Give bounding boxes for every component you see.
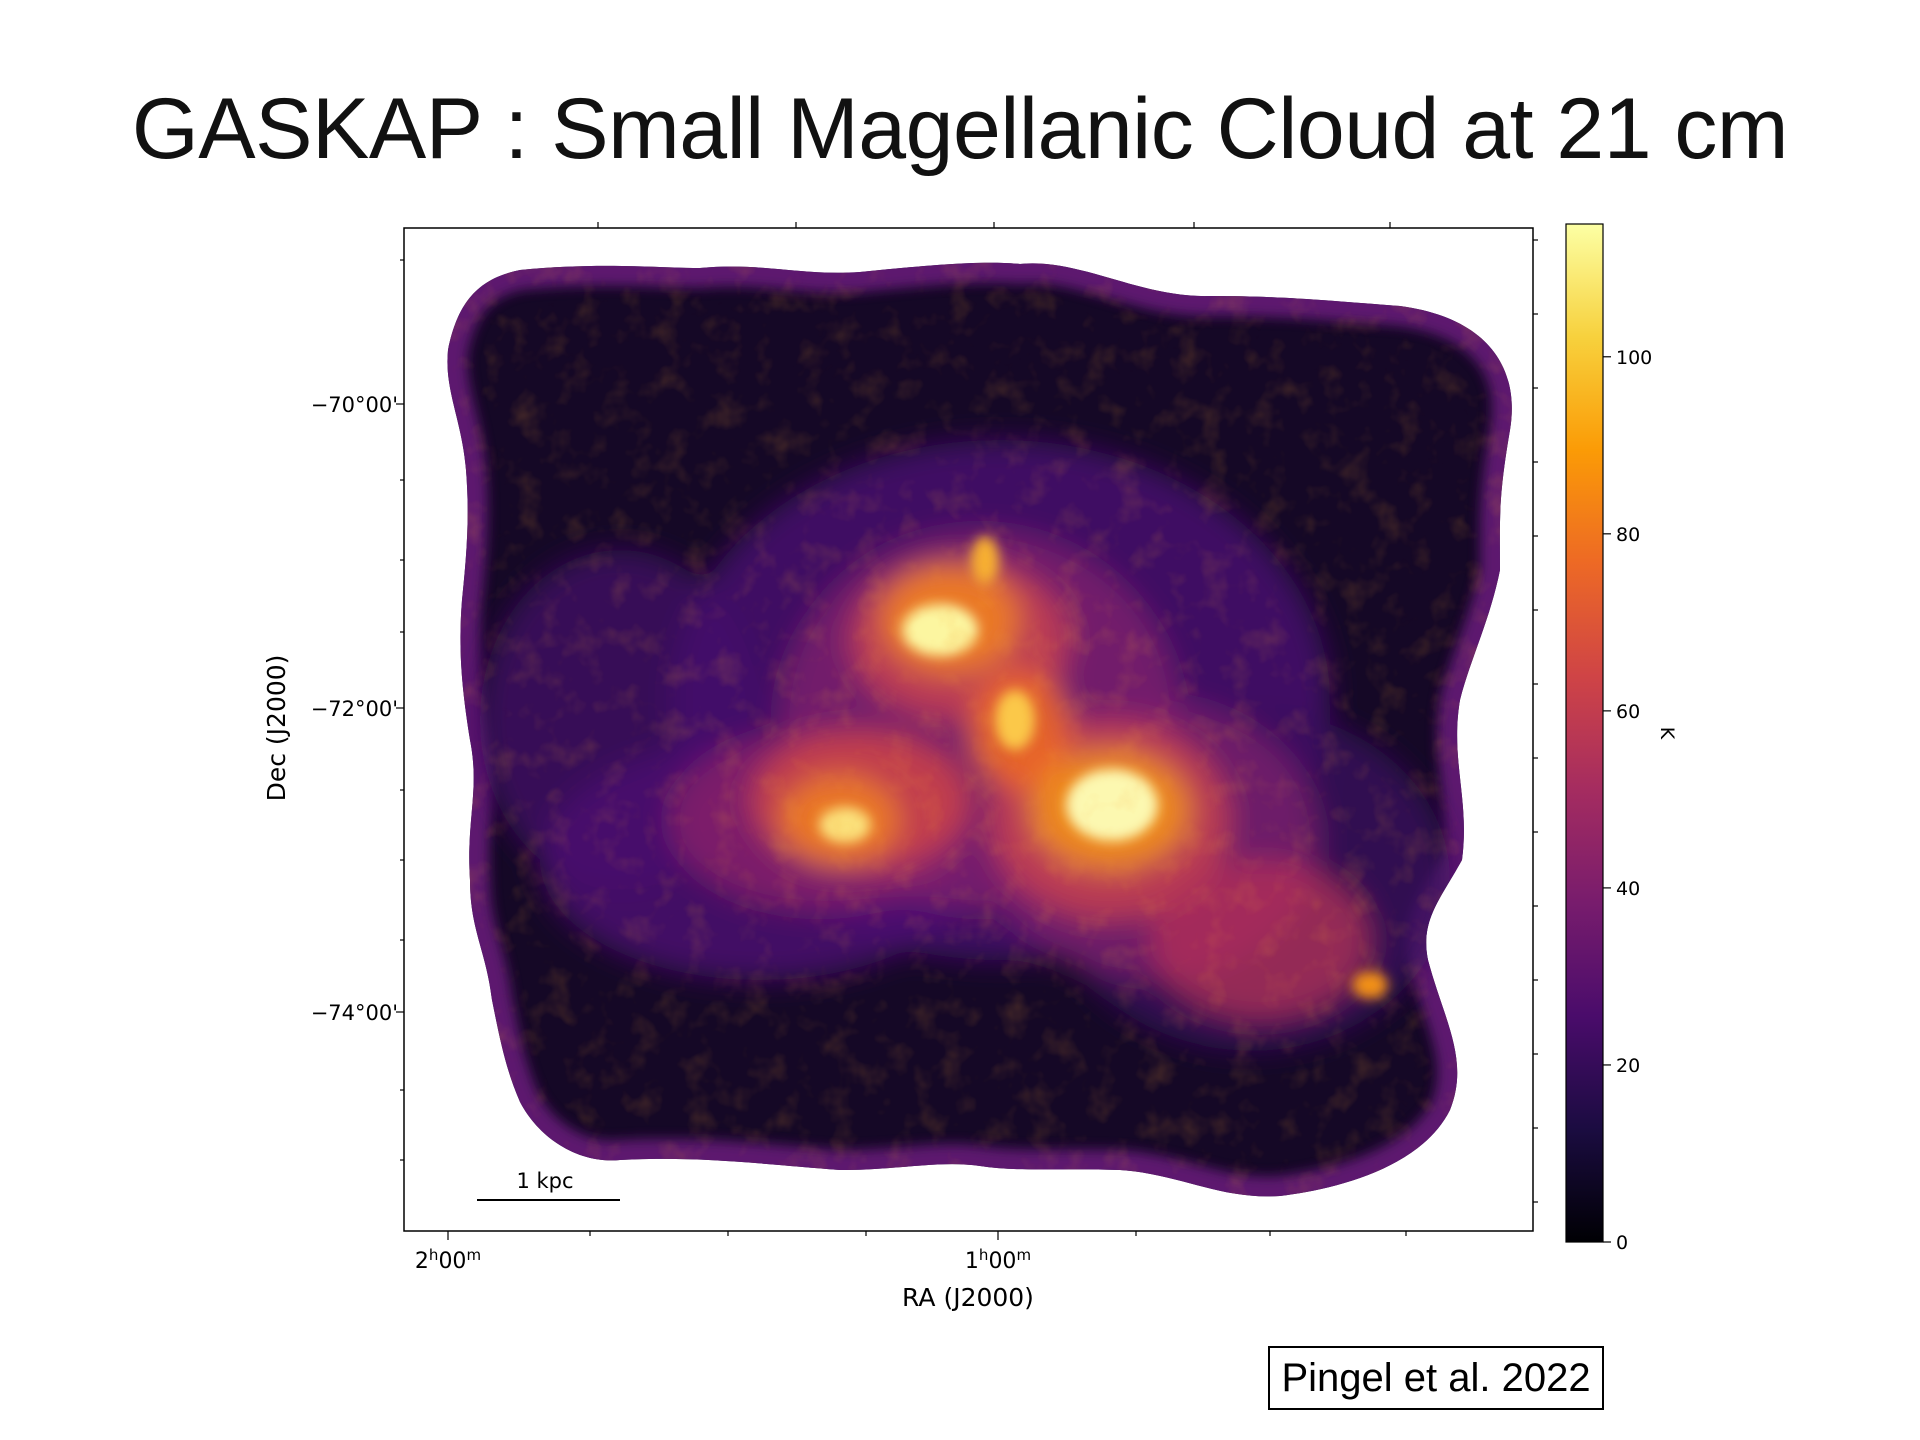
citation-box: Pingel et al. 2022 bbox=[1268, 1346, 1604, 1410]
colorbar bbox=[1565, 223, 1604, 1243]
colorbar-tick-label: 0 bbox=[1616, 1232, 1628, 1254]
frame-ticks bbox=[396, 222, 1538, 1240]
scale-bar-label: 1 kpc bbox=[516, 1169, 573, 1193]
colorbar-tick-label: 80 bbox=[1616, 524, 1640, 546]
x-axis-label: RA (J2000) bbox=[902, 1283, 1034, 1312]
colorbar-tick-label: 20 bbox=[1616, 1055, 1640, 1077]
y-axis-label: Dec (J2000) bbox=[262, 655, 291, 802]
colorbar-tick-label: 40 bbox=[1616, 878, 1640, 900]
colorbar-label: K bbox=[1656, 727, 1678, 740]
x-tick-label: 2h00m bbox=[415, 1246, 481, 1274]
y-tick-label: −74°00' bbox=[311, 1001, 398, 1025]
hi-emission-map bbox=[447, 262, 1512, 1197]
y-tick-label: −72°00' bbox=[311, 697, 398, 721]
colorbar-tick-label: 100 bbox=[1616, 347, 1652, 369]
colorbar-tick-label: 60 bbox=[1616, 701, 1640, 723]
x-tick-label: 1h00m bbox=[965, 1246, 1031, 1274]
slide-title: GASKAP : Small Magellanic Cloud at 21 cm bbox=[131, 81, 1789, 177]
colorbar-ticks: 0 20 40 60 80 100 bbox=[1603, 347, 1652, 1254]
y-tick-label: −70°00' bbox=[311, 393, 398, 417]
